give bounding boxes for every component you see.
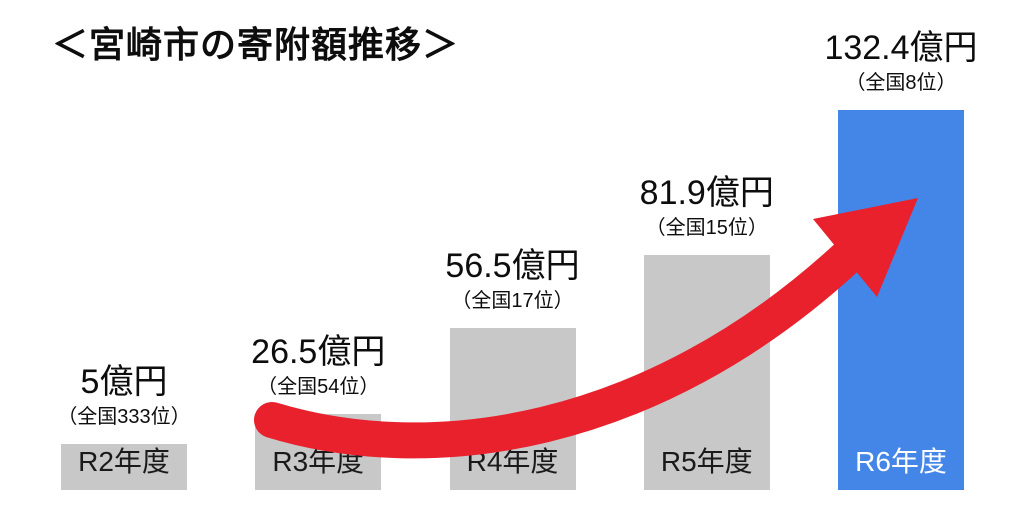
bar-group-r4: 56.5億円 （全国17位） R4年度 [417, 247, 609, 490]
bar-group-r5: 81.9億円 （全国15位） R5年度 [611, 174, 803, 490]
axis-label-r3: R3年度 [272, 446, 365, 477]
bar-rank-label: （全国54位） [257, 376, 380, 398]
bar-group-r6: 132.4億円 （全国8位） R6年度 [805, 29, 997, 490]
bar-group-r3: 26.5億円 （全国54位） R3年度 [222, 333, 414, 490]
axis-label-r6: R6年度 [855, 446, 947, 477]
chart-title: ＜宮崎市の寄附額推移＞ [52, 24, 460, 65]
bar-rank-label: （全国333位） [57, 406, 191, 428]
bar-value-label: 56.5億円 [445, 246, 580, 285]
axis-label-r5: R5年度 [660, 446, 753, 477]
bar-value-label: 132.4億円 [824, 28, 978, 67]
bar-r6-highlight [838, 110, 964, 490]
axis-label-r2: R2年度 [78, 446, 170, 477]
bar-value-label: 81.9億円 [639, 173, 774, 212]
bar-rank-label: （全国15位） [645, 217, 768, 239]
bar-group-r2: 5億円 （全国333位） R2年度 [28, 363, 220, 490]
bar-value-label: 26.5億円 [251, 332, 386, 371]
axis-label-r4: R4年度 [466, 446, 559, 477]
bar-value-label: 5億円 [80, 362, 168, 401]
bar-rank-label: （全国17位） [451, 290, 574, 312]
bar-rank-label: （全国8位） [845, 72, 957, 94]
bar-r2 [61, 444, 187, 490]
bar-chart: 5億円 （全国333位） R2年度 26.5億円 （全国54位） R3年度 56… [28, 0, 997, 490]
